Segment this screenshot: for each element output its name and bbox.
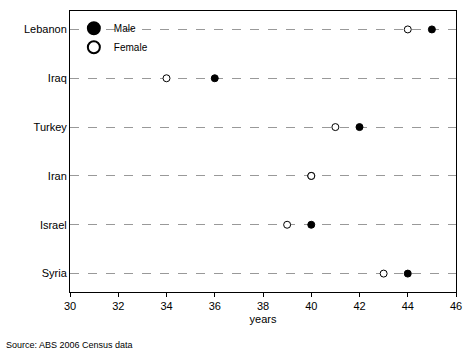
svg-text:Turkey: Turkey [34, 121, 68, 133]
svg-text:years: years [250, 313, 277, 325]
svg-text:Source: ABS 2006 Census data: Source: ABS 2006 Census data [6, 340, 133, 350]
svg-text:32: 32 [112, 300, 124, 312]
svg-text:30: 30 [64, 300, 76, 312]
svg-text:40: 40 [305, 300, 317, 312]
svg-text:42: 42 [353, 300, 365, 312]
svg-text:38: 38 [257, 300, 269, 312]
svg-text:Israel: Israel [40, 219, 67, 231]
svg-text:Iran: Iran [48, 170, 67, 182]
svg-text:34: 34 [160, 300, 172, 312]
svg-text:Male: Male [114, 23, 136, 34]
svg-text:46: 46 [450, 300, 462, 312]
svg-text:Lebanon: Lebanon [24, 23, 67, 35]
svg-text:Syria: Syria [42, 267, 68, 279]
svg-text:Iraq: Iraq [48, 72, 67, 84]
svg-text:Female: Female [114, 42, 148, 53]
svg-text:44: 44 [402, 300, 414, 312]
svg-text:36: 36 [209, 300, 221, 312]
